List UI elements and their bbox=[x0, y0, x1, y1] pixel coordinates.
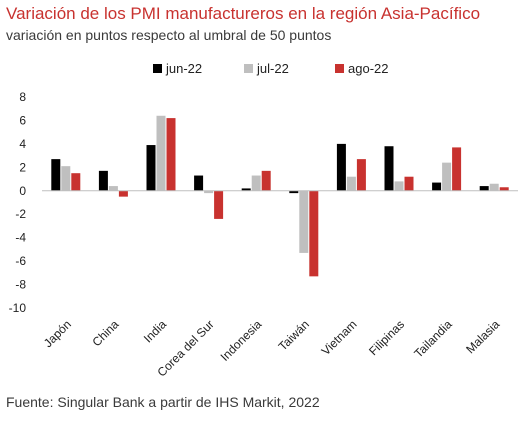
legend-swatch-jun-22 bbox=[153, 64, 162, 73]
bar-jun-22 bbox=[194, 175, 204, 191]
legend-label: jun-22 bbox=[165, 61, 202, 76]
legend-label: ago-22 bbox=[348, 61, 388, 76]
y-tick-label: 8 bbox=[19, 90, 26, 104]
y-tick-label: 0 bbox=[19, 184, 26, 198]
y-tick-label: -2 bbox=[15, 207, 26, 221]
bar-jun-22 bbox=[479, 186, 489, 191]
bar-ago-22 bbox=[166, 118, 176, 191]
legend-swatch-jul-22 bbox=[244, 64, 253, 73]
y-tick-label: -6 bbox=[15, 254, 26, 268]
bar-jun-22 bbox=[51, 159, 61, 191]
bar-ago-22 bbox=[261, 170, 271, 191]
x-tick-label: Indonesia bbox=[218, 317, 265, 364]
bar-ago-22 bbox=[356, 159, 366, 191]
bar-jul-22 bbox=[156, 115, 166, 191]
y-tick-label: 6 bbox=[19, 113, 26, 127]
bar-jul-22 bbox=[442, 162, 452, 191]
legend-swatch-ago-22 bbox=[335, 64, 344, 73]
bar-ago-22 bbox=[118, 190, 128, 197]
bar-ago-22 bbox=[309, 190, 319, 277]
source-note: Fuente: Singular Bank a partir de IHS Ma… bbox=[6, 394, 320, 410]
legend-label: jul-22 bbox=[256, 61, 289, 76]
y-axis: 8 6 4 2 0 -2 -4 -6 -8 -10 bbox=[9, 90, 27, 315]
bar-jul-22 bbox=[204, 190, 214, 194]
bar-jul-22 bbox=[108, 186, 118, 191]
bar-jun-22 bbox=[384, 146, 394, 191]
y-tick-label: -10 bbox=[9, 301, 27, 315]
x-tick-label: Filipinas bbox=[366, 317, 407, 358]
bar-jul-22 bbox=[489, 183, 499, 191]
x-tick-label: Malasia bbox=[463, 317, 502, 356]
y-tick-label: 2 bbox=[19, 160, 26, 174]
x-tick-label: Taiwán bbox=[276, 317, 312, 353]
chart-legend: jun-22 jul-22 ago-22 bbox=[153, 61, 388, 76]
bar-ago-22 bbox=[452, 147, 462, 191]
bar-jun-22 bbox=[146, 145, 156, 191]
x-tick-label: Japón bbox=[41, 317, 74, 350]
bar-jun-22 bbox=[336, 143, 346, 191]
chart-title: Variación de los PMI manufactureros en l… bbox=[6, 4, 481, 23]
bar-jul-22 bbox=[251, 175, 261, 191]
x-tick-label: Tailandia bbox=[411, 317, 455, 361]
y-tick-label: 4 bbox=[19, 137, 26, 151]
y-tick-label: -8 bbox=[15, 278, 26, 292]
bar-jun-22 bbox=[241, 188, 251, 191]
x-tick-label: Vietnam bbox=[319, 317, 360, 358]
bar-series bbox=[51, 115, 509, 277]
bar-jul-22 bbox=[346, 176, 356, 191]
y-tick-label: -4 bbox=[15, 231, 26, 245]
bar-ago-22 bbox=[71, 173, 81, 191]
bar-ago-22 bbox=[214, 190, 224, 219]
x-tick-label: India bbox=[141, 317, 170, 346]
bar-jul-22 bbox=[61, 166, 71, 191]
bar-ago-22 bbox=[404, 176, 414, 191]
bar-jun-22 bbox=[98, 170, 108, 191]
bar-jun-22 bbox=[432, 182, 442, 191]
bar-jul-22 bbox=[394, 181, 404, 191]
x-tick-label: China bbox=[89, 317, 121, 349]
bar-jun-22 bbox=[289, 190, 299, 194]
chart-subtitle: variación en puntos respecto al umbral d… bbox=[6, 27, 332, 43]
bar-jul-22 bbox=[299, 190, 309, 253]
bar-ago-22 bbox=[499, 187, 509, 191]
bar-chart: jun-22 jul-22 ago-22 8 6 4 2 0 -2 -4 -6 -8 -10 Japó… bbox=[9, 61, 518, 379]
